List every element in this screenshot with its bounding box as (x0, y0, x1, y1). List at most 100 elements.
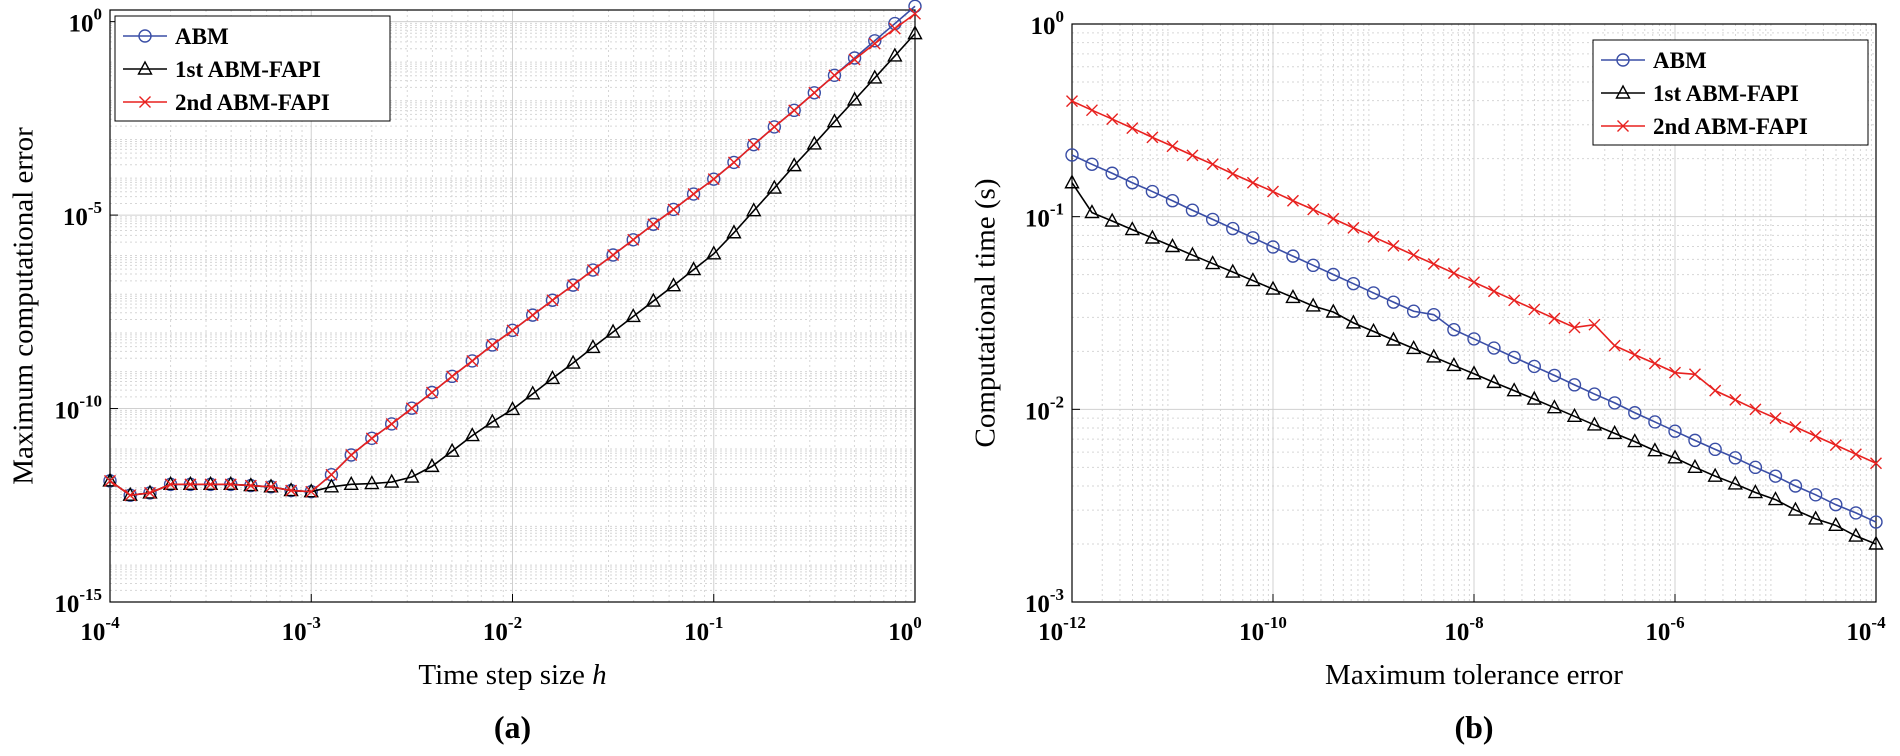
tick-base: 10 (1025, 206, 1050, 233)
data-marker (1829, 439, 1842, 452)
tick-label: 10-3 (1025, 585, 1064, 618)
data-marker (1567, 378, 1582, 392)
data-marker (1446, 356, 1462, 372)
data-marker (1849, 448, 1862, 461)
data-marker (1184, 246, 1201, 261)
data-marker (606, 248, 620, 262)
legend-marker (1617, 120, 1629, 132)
data-marker (1205, 212, 1220, 227)
data-marker (1707, 467, 1723, 482)
data-marker (565, 354, 581, 369)
data-marker (404, 468, 420, 483)
tick-label: 10-15 (54, 585, 102, 618)
data-marker (1507, 350, 1521, 365)
data-marker (1526, 390, 1542, 405)
data-marker (365, 432, 378, 445)
tick-exponent: 0 (913, 613, 922, 632)
tick-label: 10-2 (1025, 392, 1064, 425)
data-marker (1828, 516, 1844, 532)
data-marker (1406, 304, 1421, 318)
data-marker (1064, 174, 1080, 189)
x-axis-variable: h (592, 659, 607, 691)
data-marker (385, 417, 398, 430)
tick-exponent: -1 (1050, 200, 1064, 219)
data-marker (1566, 407, 1583, 423)
data-marker (726, 224, 742, 239)
tick-label: 10-12 (1038, 613, 1086, 646)
data-marker (204, 478, 217, 491)
tick-exponent: -6 (1670, 613, 1684, 632)
data-marker (1648, 415, 1662, 429)
data-marker (1164, 238, 1181, 253)
data-marker (1427, 307, 1441, 322)
data-marker (484, 413, 501, 428)
y-axis-label: Maximum computational error (8, 127, 40, 485)
data-marker (1486, 373, 1502, 389)
data-marker (1687, 458, 1703, 474)
data-marker (323, 478, 340, 493)
data-marker (1426, 348, 1442, 363)
panel-label: (b) (1454, 709, 1493, 745)
data-marker (585, 338, 601, 354)
tick-label: 100 (1031, 7, 1065, 40)
data-marker (1647, 442, 1663, 457)
data-marker (504, 400, 521, 416)
data-marker (424, 457, 440, 473)
data-marker (365, 431, 379, 446)
data-marker (526, 308, 540, 322)
tick-label: 10-1 (1025, 200, 1064, 233)
data-marker (1849, 506, 1863, 520)
data-marker (102, 472, 118, 487)
data-marker (1628, 406, 1642, 420)
tick-exponent: -4 (1871, 613, 1886, 632)
tick-label: 10-1 (684, 613, 723, 646)
data-marker (1405, 339, 1422, 355)
data-marker (828, 69, 841, 82)
data-marker (1527, 359, 1541, 374)
x-axis-label: Maximum tolerance error (1325, 659, 1623, 691)
legend-label: 2nd ABM-FAPI (1653, 114, 1808, 139)
data-marker (344, 448, 358, 462)
data-marker (626, 233, 640, 247)
data-marker (164, 478, 177, 491)
data-marker (1506, 382, 1522, 397)
data-marker (525, 385, 541, 400)
data-marker (1808, 488, 1823, 502)
data-marker (446, 370, 459, 383)
data-marker (1606, 424, 1623, 440)
tick-base: 10 (1038, 619, 1063, 646)
data-marker (1265, 280, 1281, 295)
x-axis-label-text: Maximum tolerance error (1325, 659, 1623, 691)
data-marker (888, 22, 901, 35)
data-marker (666, 202, 681, 217)
data-marker (1427, 258, 1440, 270)
tick-base: 10 (684, 619, 709, 646)
data-marker (1105, 166, 1119, 180)
legend-marker (138, 29, 152, 43)
tick-label: 10-4 (1846, 613, 1886, 646)
tick-base: 10 (63, 204, 88, 231)
data-marker (806, 135, 822, 150)
data-marker (1106, 113, 1119, 126)
tick-exponent: -2 (508, 613, 522, 632)
tick-base: 10 (1025, 398, 1050, 425)
y-axis-label: Computational time (s) (970, 178, 1002, 447)
data-marker (1668, 424, 1682, 438)
tick-exponent: -3 (1050, 585, 1064, 604)
data-marker (224, 478, 237, 491)
data-marker (1386, 295, 1401, 309)
data-marker (767, 120, 782, 134)
data-marker (1749, 403, 1762, 416)
data-marker (1226, 221, 1240, 236)
data-marker (1145, 184, 1160, 199)
tick-exponent: -5 (88, 198, 102, 217)
data-marker (909, 7, 921, 20)
data-marker (788, 104, 801, 117)
data-marker (605, 323, 621, 338)
data-marker (1769, 412, 1782, 425)
tick-base: 10 (1031, 13, 1056, 40)
data-marker (867, 69, 883, 84)
data-marker (425, 385, 439, 400)
data-marker (607, 249, 620, 262)
